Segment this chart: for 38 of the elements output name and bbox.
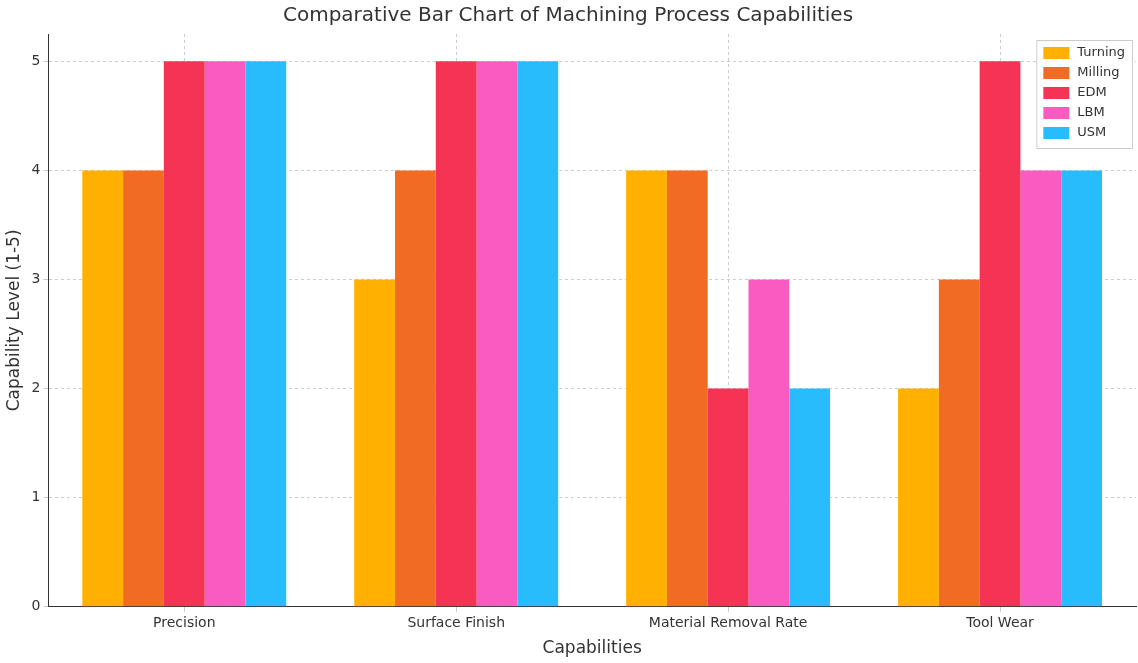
y-tick-label: 3 xyxy=(31,270,41,287)
x-tick-label: Tool Wear xyxy=(965,613,1035,630)
y-tick-label: 1 xyxy=(31,488,41,505)
bar xyxy=(517,61,559,607)
y-tick-label: 5 xyxy=(31,51,41,68)
x-tick-label: Precision xyxy=(153,613,216,630)
bar xyxy=(395,170,436,607)
y-tick-label: 4 xyxy=(31,161,41,178)
x-tick-label: Surface Finish xyxy=(407,613,506,630)
bar xyxy=(707,388,749,607)
legend-label: Milling xyxy=(1077,64,1120,80)
y-axis-title: Capability Level (1-5) xyxy=(2,229,23,412)
bar xyxy=(1020,170,1062,607)
bar xyxy=(1061,170,1103,607)
bar xyxy=(789,388,831,607)
bar xyxy=(354,279,396,607)
bar xyxy=(979,61,1021,607)
bar xyxy=(626,170,667,607)
bar xyxy=(163,61,205,607)
legend-label: LBM xyxy=(1077,104,1105,120)
bar xyxy=(123,170,164,607)
legend-label: USM xyxy=(1077,124,1107,140)
chart-title: Comparative Bar Chart of Machining Process Capabilities xyxy=(282,2,854,27)
bar xyxy=(666,170,708,607)
bar xyxy=(748,279,790,607)
y-tick-label: 2 xyxy=(31,379,41,396)
bar xyxy=(435,61,477,607)
x-axis-title: Capabilities xyxy=(542,637,642,658)
bar xyxy=(476,61,518,607)
bar xyxy=(82,170,124,607)
x-tick-label: Material Removal Rate xyxy=(648,613,808,630)
bar xyxy=(245,61,287,607)
legend-label: EDM xyxy=(1077,84,1107,100)
y-tick-label: 0 xyxy=(31,597,41,614)
bar xyxy=(204,61,246,607)
bar xyxy=(898,388,939,607)
bar xyxy=(938,279,980,607)
legend-label: Turning xyxy=(1076,44,1126,60)
